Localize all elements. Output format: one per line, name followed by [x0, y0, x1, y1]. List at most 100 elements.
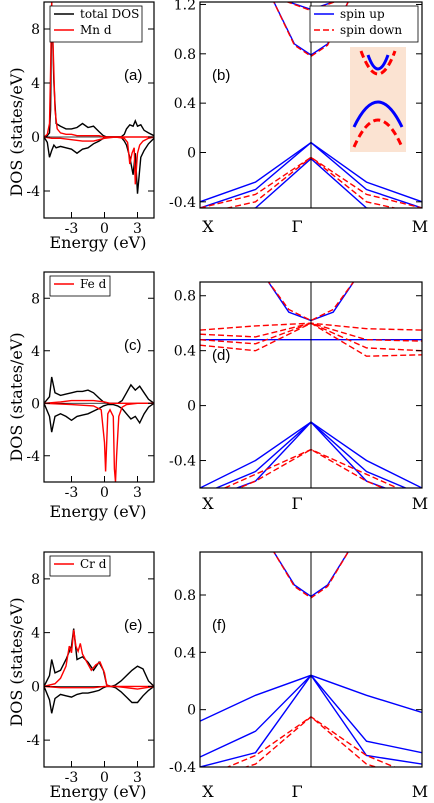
panel-f: -0.4 0 0.4 0.8 (f): [169, 551, 423, 776]
ytick-label-a-0: -4: [26, 184, 40, 200]
inset-spin-up-cb: [366, 54, 390, 71]
frame-c: [43, 271, 155, 483]
panel-d: -0.4 0 0.4 0.8 (d): [169, 281, 423, 489]
xtick-label-a-0: -3: [65, 221, 79, 237]
ytick-label-f-3: 0.8: [174, 588, 196, 604]
panel-label-e: (e): [124, 617, 142, 634]
series-line-a-1: [44, 136, 154, 194]
dos-xlabel-e: Energy (eV): [50, 782, 147, 801]
ytick-label-d-2: 0.4: [174, 344, 196, 360]
ytick-label-c-0: -4: [26, 449, 40, 465]
series-e: [44, 628, 154, 714]
inset-b: [350, 47, 406, 152]
series-line-c-1: [44, 402, 154, 433]
ytick-label-f-2: 0.4: [174, 645, 196, 661]
frame-f: [199, 551, 423, 768]
kpoint-gamma-b: Γ: [291, 217, 302, 236]
legend-box-b: [309, 5, 419, 43]
series-line-c-2: [44, 399, 154, 404]
kpoint-m-f: M: [412, 782, 428, 801]
panel-label-f: (f): [212, 617, 226, 634]
xtick-label-a-1: 0: [100, 221, 109, 237]
ytick-label-e-0: -4: [26, 733, 40, 749]
legend-e: Cr d: [49, 555, 111, 577]
legend-b: spin up spin down: [309, 5, 419, 43]
ytick-label-d-3: 0.8: [174, 289, 196, 305]
ytick-label-f-1: 0: [187, 703, 196, 719]
kpoint-x-f: X: [202, 782, 214, 801]
dos-ylabel-a: DOS (states/eV): [7, 67, 26, 196]
series-line-e-1: [44, 685, 154, 714]
ytick-label-d-0: -0.4: [169, 454, 196, 470]
xtick-label-e-0: -3: [65, 770, 79, 786]
panels-group: -4 0 4 8 -3 0 3 (a) total DOS Mn d -0.4 0 0.4 0.8 1.2 (…: [26, 0, 423, 786]
panel-e: -4 0 4 8 -3 0 3 (e) Cr d: [26, 551, 155, 786]
legend-box-e: [49, 555, 111, 577]
ytick-label-e-2: 4: [31, 626, 40, 642]
xtick-label-e-1: 0: [100, 770, 109, 786]
legend-label-a-0: total DOS: [80, 7, 139, 21]
kpoint-x-d: X: [202, 494, 214, 513]
kpoint-gamma-f: Γ: [291, 782, 302, 801]
ytick-label-f-0: -0.4: [169, 760, 196, 776]
ytick-label-c-1: 0: [31, 396, 40, 412]
legend-label-a-1: Mn d: [80, 23, 112, 37]
ytick-label-d-1: 0: [187, 399, 196, 415]
ytick-label-c-2: 4: [31, 344, 40, 360]
ytick-label-e-1: 0: [31, 679, 40, 695]
series-line-d-11: [267, 282, 355, 322]
legend-label-b-0: spin up: [340, 7, 385, 21]
ytick-label-a-3: 8: [31, 22, 40, 38]
panel-b: -0.4 0 0.4 0.8 1.2 (b) spin up spin down: [169, 0, 423, 211]
legend-box-a: [49, 5, 143, 43]
series-line-e-2: [44, 629, 154, 688]
panel-a: -4 0 4 8 -3 0 3 (a) total DOS Mn d: [26, 1, 155, 237]
series-line-e-3: [44, 685, 154, 690]
dos-xlabel-a: Energy (eV): [50, 233, 147, 252]
frame-e: [43, 551, 155, 768]
series-line-a-3: [44, 136, 154, 185]
ytick-label-a-1: 0: [31, 130, 40, 146]
inset-spin-up-vb: [352, 100, 404, 128]
ytick-label-a-2: 4: [31, 76, 40, 92]
ytick-label-b-1: 0: [187, 145, 196, 161]
xtick-label-e-2: 3: [133, 770, 142, 786]
frame-a: [43, 1, 155, 219]
frame-b: [199, 1, 423, 209]
ytick-label-c-3: 8: [31, 291, 40, 307]
dos-ylabel-c: DOS (states/eV): [7, 332, 26, 461]
panel-c: -4 0 4 8 -3 0 3 (c) Fe d: [26, 271, 155, 501]
ytick-label-b-0: -0.4: [169, 195, 196, 211]
kpoint-gamma-d: Γ: [291, 494, 302, 513]
legend-label-c-0: Fe d: [80, 277, 107, 291]
ytick-label-b-4: 1.2: [174, 0, 196, 13]
ytick-label-e-3: 8: [31, 572, 40, 588]
xtick-label-c-1: 0: [100, 485, 109, 501]
dos-xlabel-c: Energy (eV): [50, 502, 147, 521]
series-line-d-9: [200, 322, 422, 352]
ytick-label-b-2: 0.4: [174, 96, 196, 112]
kpoint-m-b: M: [412, 217, 428, 236]
series-c: [44, 376, 154, 482]
xtick-label-a-2: 3: [133, 221, 142, 237]
frame-d: [199, 281, 423, 489]
legend-a: total DOS Mn d: [49, 5, 143, 43]
legend-label-e-0: Cr d: [80, 557, 107, 571]
ytick-label-b-3: 0.8: [174, 47, 196, 63]
panel-label-a: (a): [124, 67, 142, 84]
inset-spin-down-vb: [352, 118, 404, 148]
xtick-label-c-0: -3: [65, 485, 79, 501]
legend-box-c: [49, 275, 111, 297]
legend-label-b-1: spin down: [340, 23, 402, 37]
xtick-label-c-2: 3: [133, 485, 142, 501]
panel-label-c: (c): [124, 337, 142, 354]
dos-ylabel-e: DOS (states/eV): [7, 597, 26, 726]
panel-label-d: (d): [212, 347, 230, 364]
kpoint-m-d: M: [412, 494, 428, 513]
legend-c: Fe d: [49, 275, 111, 297]
series-line-c-3: [44, 402, 154, 482]
panel-label-b: (b): [212, 67, 230, 84]
series-line-e-0: [44, 628, 154, 688]
series-line-c-0: [44, 376, 154, 404]
